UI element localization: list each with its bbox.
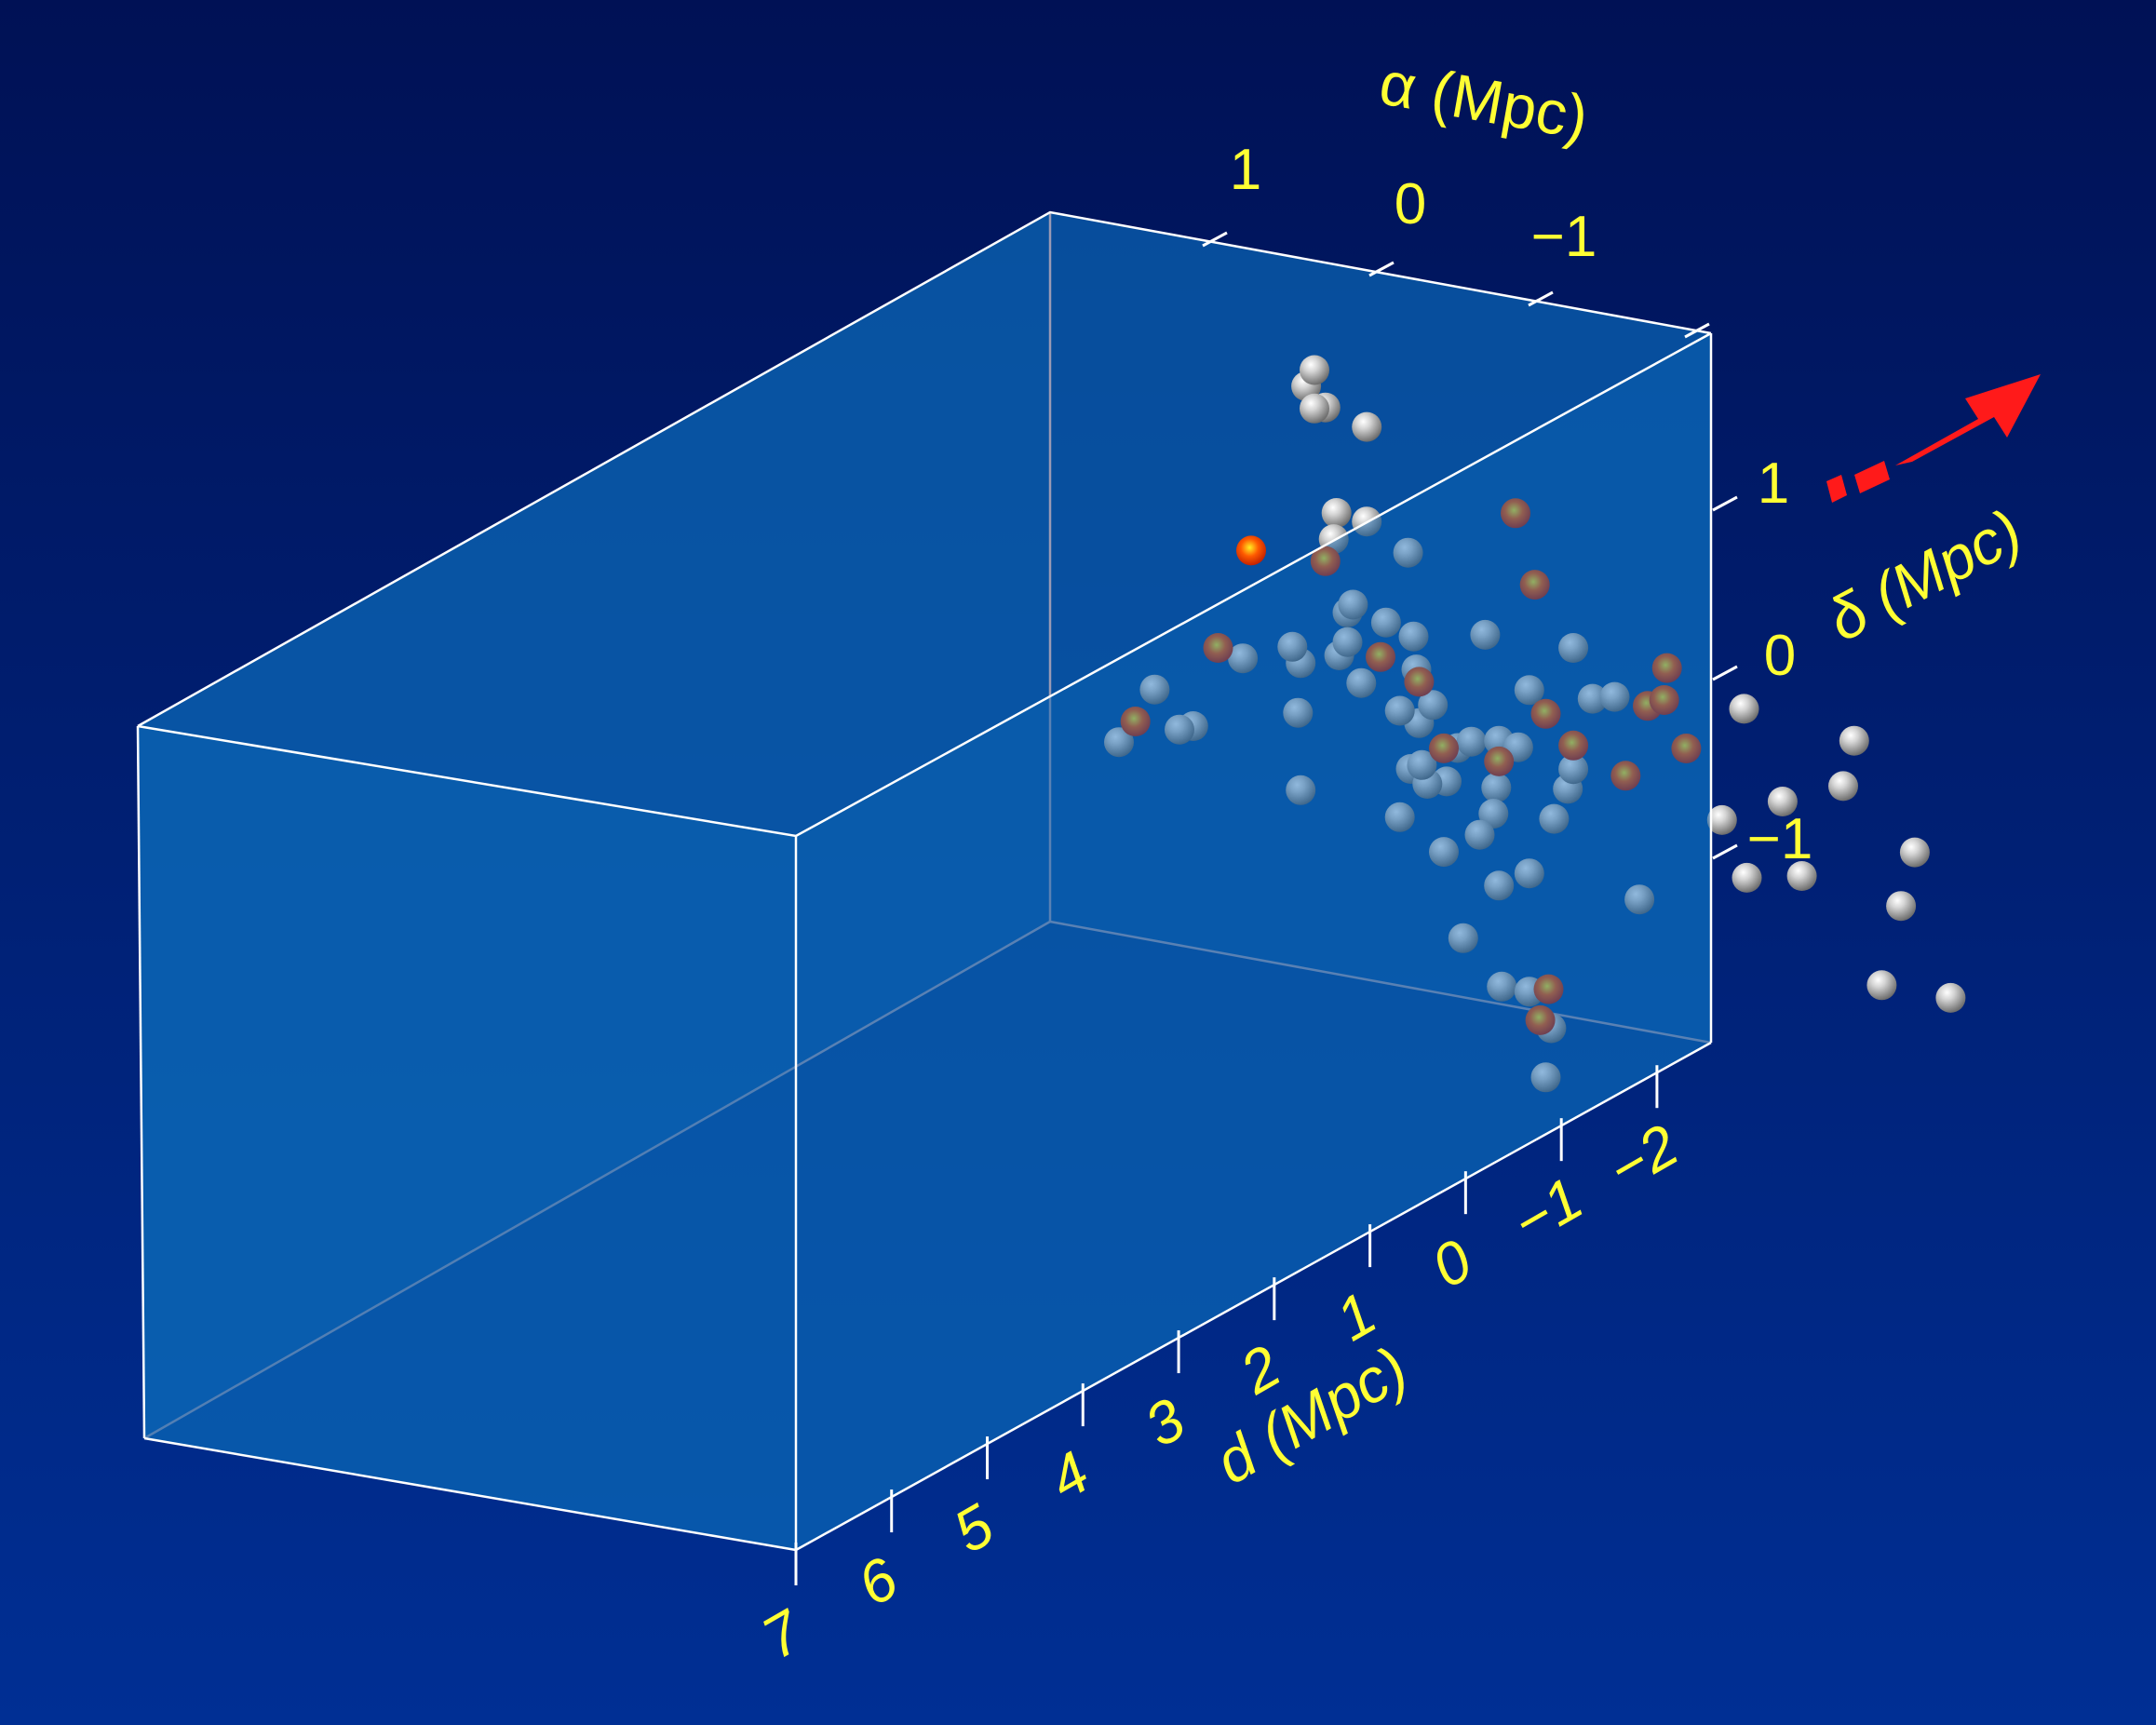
grey-galaxy-point [1393, 537, 1423, 568]
grey-galaxy-point [1429, 837, 1459, 868]
galaxy-points [1104, 355, 1966, 1093]
grey-galaxy-point [1418, 690, 1449, 721]
red-galaxy-point [1366, 641, 1395, 672]
red-galaxy-point [1649, 685, 1679, 715]
delta-tick-label: 1 [1758, 451, 1789, 516]
grey-galaxy-point [1558, 754, 1589, 785]
grey-galaxy-point [1464, 819, 1495, 850]
alpha-tick [1202, 231, 1228, 248]
grey-galaxy-point [1514, 675, 1544, 706]
red-galaxy-point [1203, 633, 1233, 663]
grey-galaxy-point [1228, 643, 1259, 674]
red-galaxy-point [1429, 733, 1459, 763]
red-galaxy-point [1651, 653, 1682, 683]
grey-galaxy-point [1338, 589, 1368, 620]
box-right-face [796, 333, 1711, 1550]
grey-galaxy-point [1448, 923, 1478, 953]
grey-galaxy-point [1599, 681, 1630, 712]
delta-tick [1712, 665, 1738, 681]
red-galaxy-point [1310, 546, 1341, 576]
delta-arrow-dash [1826, 475, 1847, 503]
grey-galaxy-point [1456, 726, 1487, 757]
grey-galaxy-point [1277, 631, 1308, 662]
red-galaxy-point [1236, 535, 1266, 566]
grey-galaxy-point [1729, 694, 1759, 724]
axis-ticks [794, 231, 1738, 1585]
delta-tick [1712, 843, 1738, 860]
delta-tick-label: −1 [1747, 807, 1813, 871]
red-galaxy-point [1120, 707, 1151, 736]
grey-galaxy-point [1104, 727, 1134, 758]
red-galaxy-point [1530, 698, 1561, 729]
grey-galaxy-point [1558, 633, 1589, 663]
red-galaxy-point [1501, 498, 1530, 529]
grey-galaxy-point [1139, 674, 1170, 705]
delta-arrow-dash [1854, 461, 1890, 493]
red-galaxy-point [1519, 570, 1550, 600]
grey-galaxy-point [1514, 858, 1544, 889]
grey-galaxy-point [1539, 803, 1570, 834]
grey-galaxy-point [1886, 891, 1917, 922]
grey-galaxy-point [1839, 725, 1869, 756]
grey-galaxy-point [1828, 771, 1858, 802]
grey-galaxy-point [1165, 714, 1194, 745]
delta-direction-arrow [1895, 374, 2041, 465]
grey-galaxy-point [1732, 862, 1762, 893]
grey-galaxy-point [1481, 773, 1512, 802]
grey-galaxy-point [1300, 393, 1329, 424]
alpha-tick [1684, 322, 1710, 339]
grey-galaxy-point [1300, 355, 1329, 385]
alpha-tick-label: 0 [1395, 172, 1426, 236]
grey-galaxy-point [1332, 627, 1363, 657]
red-galaxy-point [1484, 746, 1515, 776]
alpha-tick [1368, 261, 1395, 277]
red-galaxy-point [1533, 974, 1564, 1004]
grey-galaxy-point [1706, 804, 1737, 835]
grey-galaxy-point [1283, 697, 1314, 728]
alpha-tick-label: −1 [1531, 205, 1597, 269]
grey-galaxy-point [1935, 982, 1966, 1013]
grey-galaxy-point [1384, 802, 1415, 832]
grey-galaxy-point [1384, 695, 1415, 726]
red-galaxy-point [1610, 761, 1641, 791]
grey-galaxy-point [1321, 498, 1352, 528]
grey-galaxy-point [1530, 1062, 1561, 1093]
grey-galaxy-point [1407, 749, 1437, 780]
grey-galaxy-point [1487, 971, 1517, 1002]
grey-galaxy-point [1478, 799, 1509, 829]
alpha-tick [1528, 290, 1554, 307]
grey-galaxy-point [1577, 683, 1608, 714]
grey-galaxy-point [1286, 775, 1316, 805]
grey-galaxy-point [1866, 970, 1897, 1001]
red-galaxy-point [1671, 734, 1702, 763]
alpha-tick-label: 1 [1230, 138, 1261, 202]
grey-galaxy-point [1398, 621, 1429, 652]
red-galaxy-point [1525, 1004, 1556, 1035]
red-galaxy-point [1558, 730, 1589, 761]
box-visible-edges [136, 210, 1713, 1552]
grey-galaxy-point [1786, 861, 1817, 891]
grey-galaxy-point [1484, 870, 1515, 901]
delta-tick [1712, 495, 1738, 512]
grey-galaxy-point [1352, 411, 1382, 442]
grey-galaxy-point [1470, 619, 1501, 650]
grey-galaxy-point [1767, 787, 1798, 816]
red-galaxy-point [1404, 667, 1435, 697]
grey-galaxy-point [1346, 667, 1377, 698]
delta-tick-label: 0 [1764, 624, 1796, 688]
box-front-face [138, 726, 796, 1550]
grey-galaxy-point [1899, 837, 1930, 868]
grey-galaxy-point [1370, 607, 1401, 638]
grey-galaxy-point [1624, 884, 1655, 915]
